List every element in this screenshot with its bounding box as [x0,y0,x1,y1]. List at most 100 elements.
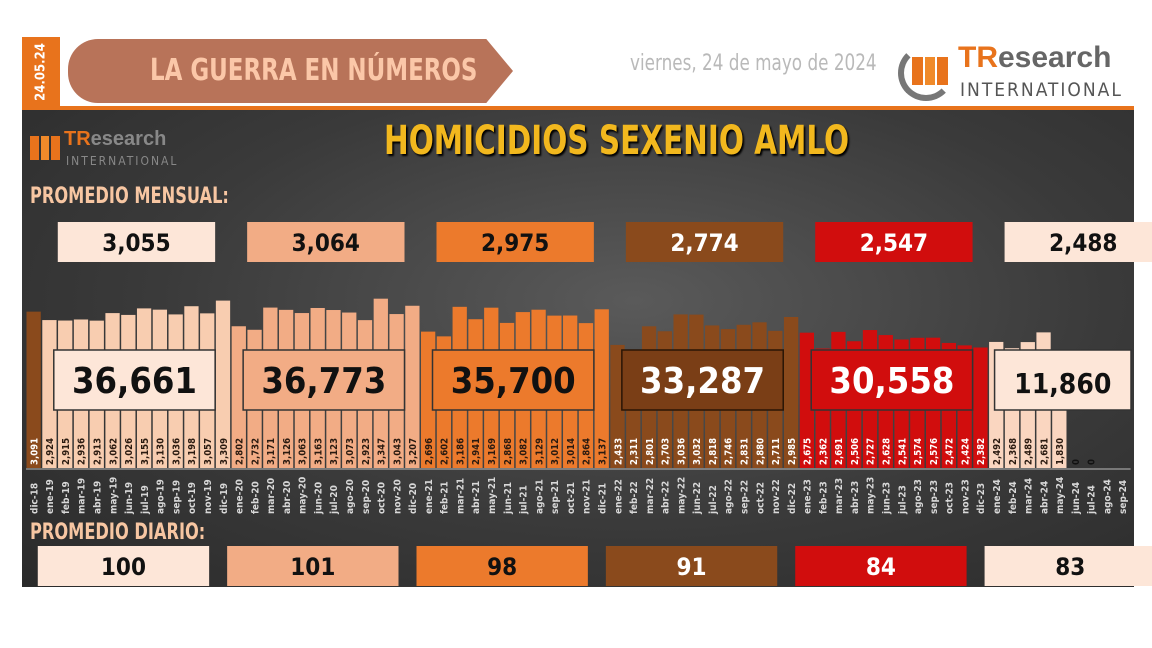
bar-value-label: 2,703 [661,438,672,465]
monthly-label: PROMEDIO MENSUAL: [30,184,229,209]
year-total-box-2020 [242,349,406,411]
bar-value-label: 3,129 [534,438,545,465]
month-label: sep-19 [171,480,182,514]
bar-value-label: 2,492 [992,438,1003,465]
month-label: nov-22 [771,479,782,514]
bar-value-label: 2,732 [250,438,261,465]
bar-value-label: 3,073 [345,438,356,465]
daily-avg-box-2023 [795,546,967,586]
month-label: feb-20 [250,481,261,514]
month-label: may-23 [866,477,877,514]
bar-value-label: 0 [1087,459,1098,465]
bar-value-label: 2,924 [45,438,56,465]
bar-value-label: 3,057 [203,438,214,465]
bar-dic-22 [783,316,799,468]
month-label: nov-19 [203,479,214,514]
bar-value-label: 2,915 [61,438,72,465]
month-label: ene-19 [45,479,56,514]
year-total-box-2019 [53,349,216,411]
month-label: ene-20 [235,479,246,514]
month-label: abr-23 [850,481,861,514]
bar-value-label: 1,830 [1055,438,1066,465]
month-label: ago-19 [156,479,167,514]
bar-value-label: 2,681 [1039,438,1050,465]
daily-avg-value: 83 [1055,553,1085,581]
month-label: feb-21 [440,481,451,514]
bar-value-label: 2,576 [929,438,940,465]
logo-swoosh-icon [898,45,954,101]
month-label: dic-22 [787,483,798,514]
daily-avg-box-2021 [416,546,588,586]
month-label: oct-22 [755,482,766,514]
month-label: ago-21 [534,479,545,514]
bar-ene-23 [799,332,814,468]
year-total-box-2023 [810,349,974,411]
month-label: sep-20 [361,480,372,514]
year-total-box-2021 [431,349,595,411]
month-label: jun-22 [692,482,703,515]
bar-value-label: 2,802 [235,438,246,465]
date-tag: 24.05.24 [22,37,60,107]
bar-value-label: 2,541 [897,438,908,465]
month-label: sep-21 [550,480,561,514]
bar-value-label: 2,628 [882,438,893,465]
monthly-avg-value: 2,774 [670,229,738,257]
month-label: ago-24 [1102,479,1113,514]
month-label: jul-23 [897,485,908,515]
daily-avg-box-2022 [605,546,778,586]
bar-value-label: 3,123 [329,438,340,465]
month-label: dic-20 [408,483,419,514]
month-label: feb-23 [818,481,829,514]
month-label: jul-20 [329,485,340,515]
monthly-avg-value: 2,488 [1049,229,1117,257]
month-label: oct-19 [187,482,198,514]
bar-value-label: 2,711 [771,438,782,465]
month-label: dic-21 [597,483,608,514]
bar-value-label: 3,026 [124,438,135,465]
bar-value-label: 3,130 [156,438,167,465]
month-label: dic-23 [976,483,987,514]
month-label: nov-20 [392,479,403,514]
month-label: sep-24 [1118,480,1129,514]
bar-value-label: 3,126 [282,438,293,465]
bar-value-label: 0 [1071,459,1082,465]
bar-value-label: 2,433 [613,438,624,465]
daily-avg-value: 98 [487,553,517,581]
year-total-value: 36,773 [261,361,386,402]
month-label: jul-22 [708,485,719,515]
year-total-box-2024 [993,349,1132,411]
bar-value-label: 2,691 [834,438,845,465]
bar-value-label: 3,207 [408,438,419,465]
month-label: may-24 [1055,477,1066,514]
bar-value-label: 2,727 [866,438,877,465]
bar-value-label: 2,913 [93,438,104,465]
year-total-value: 33,287 [640,361,765,402]
month-label: dic-19 [219,483,230,514]
bar-value-label: 2,831 [739,438,750,465]
bar-value-label: 3,032 [692,438,703,465]
month-label: oct-21 [566,482,577,514]
bar-value-label: 2,368 [1008,438,1019,465]
logo-bars-icon [912,57,948,85]
bar-value-label: 2,472 [945,438,956,465]
month-label: nov-23 [960,479,971,514]
month-label: jun-23 [882,482,893,515]
month-label: ago-20 [345,479,356,514]
bar-value-label: 2,923 [361,438,372,465]
month-label: jun-24 [1071,482,1082,515]
bar-dic-21 [594,309,609,468]
bar-ene-21 [421,331,436,468]
divider [22,106,1134,110]
month-label: feb-19 [61,481,72,514]
month-label: oct-23 [945,482,956,514]
logo-bars-icon [30,136,60,160]
chart-title: HOMICIDIOS SEXENIO AMLO [384,118,850,164]
month-label: may-21 [487,477,498,514]
bar-value-label: 2,941 [471,438,482,465]
bar-value-label: 2,746 [724,438,735,465]
month-label: jun-19 [124,482,135,515]
month-label: nov-21 [582,479,593,514]
bar-value-label: 2,574 [913,438,924,465]
month-label: jul-24 [1087,485,1098,515]
month-label: ene-21 [424,479,435,514]
